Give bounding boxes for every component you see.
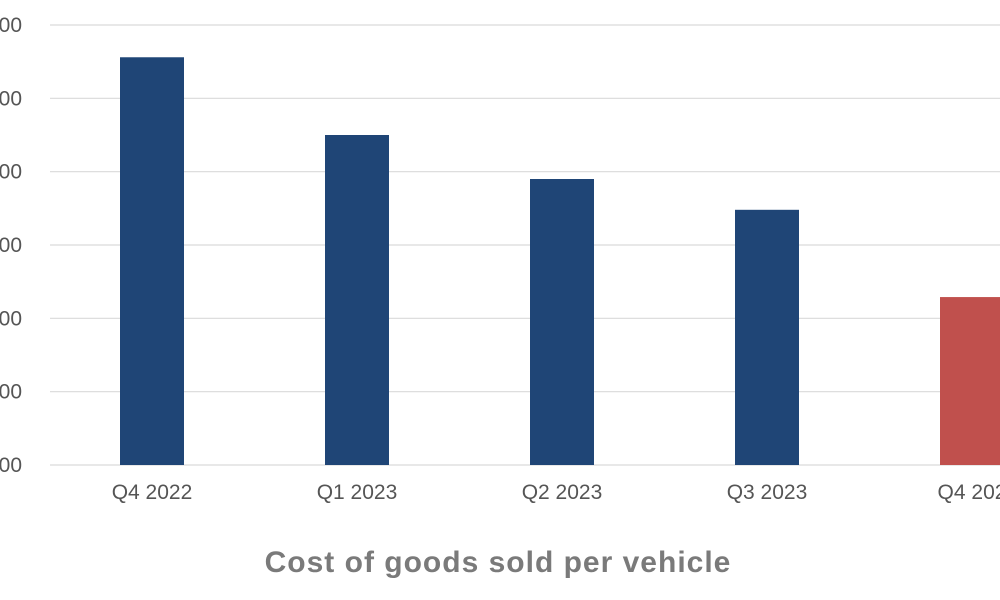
bars	[120, 57, 1000, 466]
x-category-label: Q4 202	[938, 481, 1000, 504]
bar-q4-2023	[940, 297, 1000, 465]
y-tick-label: 00	[0, 14, 22, 37]
y-tick-label: 00	[0, 87, 22, 110]
y-axis-tick-labels: 00 00 00 00 00 00 00	[0, 14, 22, 477]
y-tick-label: 00	[0, 161, 22, 184]
bar-q4-2022	[120, 57, 184, 466]
x-category-label: Q1 2023	[317, 481, 398, 504]
x-axis-category-labels: Q4 2022 Q1 2023 Q2 2023 Q3 2023 Q4 202	[112, 481, 1000, 504]
chart-title: Cost of goods sold per vehicle	[265, 546, 732, 579]
y-tick-label: 00	[0, 307, 22, 330]
x-category-label: Q3 2023	[727, 481, 808, 504]
x-category-label: Q2 2023	[522, 481, 603, 504]
y-tick-label: 00	[0, 234, 22, 257]
y-tick-label: 00	[0, 381, 22, 404]
bar-q2-2023	[530, 179, 594, 465]
y-tick-label: 00	[0, 454, 22, 477]
gridlines	[50, 24, 1000, 466]
bar-q3-2023	[735, 209, 799, 465]
bar-q1-2023	[325, 135, 389, 465]
x-category-label: Q4 2022	[112, 481, 193, 504]
